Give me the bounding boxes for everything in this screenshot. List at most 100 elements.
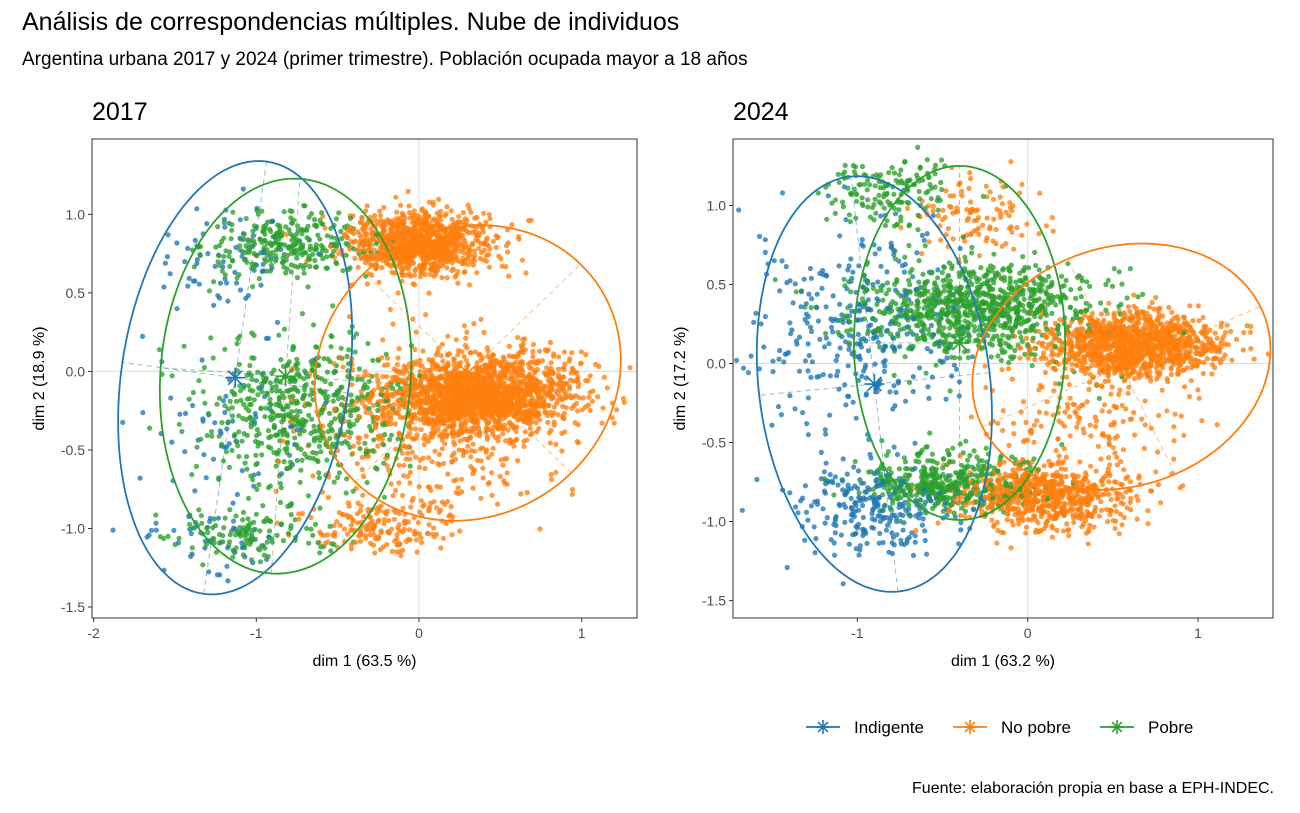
data-point-pobre: [284, 266, 290, 272]
data-point-no-pobre: [406, 203, 412, 209]
data-point-no-pobre: [409, 419, 415, 425]
data-point-no-pobre: [405, 473, 411, 479]
data-point-no-pobre: [575, 374, 581, 380]
data-point-pobre: [295, 360, 301, 366]
data-point-pobre: [362, 440, 368, 446]
data-point-no-pobre: [475, 457, 481, 463]
data-point-no-pobre: [498, 390, 504, 396]
data-point-no-pobre: [417, 457, 423, 463]
data-point-pobre: [315, 458, 321, 465]
data-point-no-pobre: [413, 415, 419, 422]
data-point-indigente: [171, 527, 177, 534]
data-point-pobre: [277, 499, 284, 505]
data-point-no-pobre: [547, 339, 554, 346]
data-point-no-pobre: [460, 255, 466, 261]
data-point-no-pobre: [483, 429, 489, 435]
data-point-indigente: [190, 278, 197, 284]
data-point-no-pobre: [499, 263, 505, 269]
data-point-no-pobre: [533, 413, 539, 419]
data-point-no-pobre: [400, 265, 406, 271]
data-point-no-pobre: [418, 535, 424, 541]
data-point-indigente: [201, 452, 207, 458]
data-point-no-pobre: [483, 425, 489, 431]
data-point-no-pobre: [396, 223, 402, 229]
data-point-pobre: [196, 378, 202, 384]
data-point-pobre: [254, 486, 260, 492]
data-point-no-pobre: [412, 404, 418, 410]
data-point-no-pobre: [429, 363, 436, 369]
data-point-no-pobre: [417, 398, 423, 404]
data-point-pobre: [298, 467, 304, 473]
data-point-indigente: [806, 291, 812, 297]
data-point-no-pobre: [474, 360, 480, 366]
data-point-pobre: [300, 417, 306, 423]
data-point-no-pobre: [362, 231, 368, 237]
data-point-pobre: [339, 440, 345, 446]
data-point-pobre: [240, 509, 247, 515]
data-point-no-pobre: [407, 273, 414, 279]
star-stroke: [277, 368, 294, 384]
data-point-indigente: [796, 334, 803, 340]
data-point-no-pobre: [943, 232, 949, 238]
data-point-no-pobre: [464, 395, 470, 401]
data-point-no-pobre: [322, 225, 328, 231]
data-point-no-pobre: [410, 316, 416, 322]
data-point-no-pobre: [524, 489, 530, 496]
data-point-no-pobre: [487, 216, 493, 222]
data-point-no-pobre: [407, 480, 413, 486]
data-point-no-pobre: [425, 223, 431, 229]
figure-subtitle: Argentina urbana 2017 y 2024 (primer tri…: [22, 49, 748, 70]
data-point-no-pobre: [464, 364, 470, 370]
data-point-pobre: [196, 507, 202, 513]
data-point-no-pobre: [489, 492, 495, 498]
data-point-pobre: [338, 401, 345, 408]
data-point-pobre: [235, 443, 241, 449]
data-point-pobre: [219, 268, 225, 274]
data-point-pobre: [293, 417, 299, 423]
data-point-no-pobre: [1077, 459, 1083, 465]
data-point-no-pobre: [515, 353, 521, 359]
data-point-pobre: [351, 246, 357, 252]
data-point-no-pobre: [576, 395, 582, 401]
data-point-no-pobre: [423, 219, 429, 225]
data-point-pobre: [189, 545, 195, 551]
data-point-pobre: [263, 405, 269, 411]
data-point-no-pobre: [406, 444, 412, 450]
data-point-no-pobre: [381, 517, 387, 523]
data-point-no-pobre: [444, 378, 450, 384]
data-point-no-pobre: [274, 520, 280, 526]
data-point-pobre: [221, 219, 227, 226]
data-point-no-pobre: [481, 241, 487, 247]
data-point-no-pobre: [377, 508, 383, 514]
data-point-indigente: [137, 475, 143, 481]
data-point-pobre: [278, 485, 284, 491]
data-point-pobre: [296, 227, 302, 234]
data-point-pobre: [345, 361, 352, 367]
data-point-pobre: [333, 259, 339, 265]
data-point-pobre: [397, 385, 403, 391]
data-point-pobre: [259, 381, 265, 387]
data-point-no-pobre: [575, 408, 581, 414]
data-point-no-pobre: [422, 367, 428, 373]
data-point-indigente: [223, 393, 229, 399]
data-point-no-pobre: [359, 219, 365, 225]
data-point-no-pobre: [358, 388, 364, 394]
data-point-no-pobre: [442, 441, 448, 447]
data-point-no-pobre: [451, 356, 457, 362]
data-point-no-pobre: [553, 441, 559, 447]
data-point-no-pobre: [357, 232, 363, 238]
data-point-no-pobre: [362, 373, 368, 379]
data-point-no-pobre: [502, 372, 508, 378]
data-point-no-pobre: [350, 443, 356, 449]
data-point-pobre: [310, 397, 316, 403]
data-point-no-pobre: [331, 523, 337, 529]
data-point-no-pobre: [386, 255, 392, 262]
data-point-no-pobre: [355, 413, 362, 419]
data-point-pobre: [181, 343, 187, 349]
data-point-pobre: [284, 388, 290, 394]
data-point-indigente: [274, 319, 281, 325]
data-point-pobre: [317, 437, 323, 444]
data-point-no-pobre: [456, 347, 462, 354]
data-point-no-pobre: [478, 249, 485, 256]
data-point-no-pobre: [449, 216, 455, 222]
